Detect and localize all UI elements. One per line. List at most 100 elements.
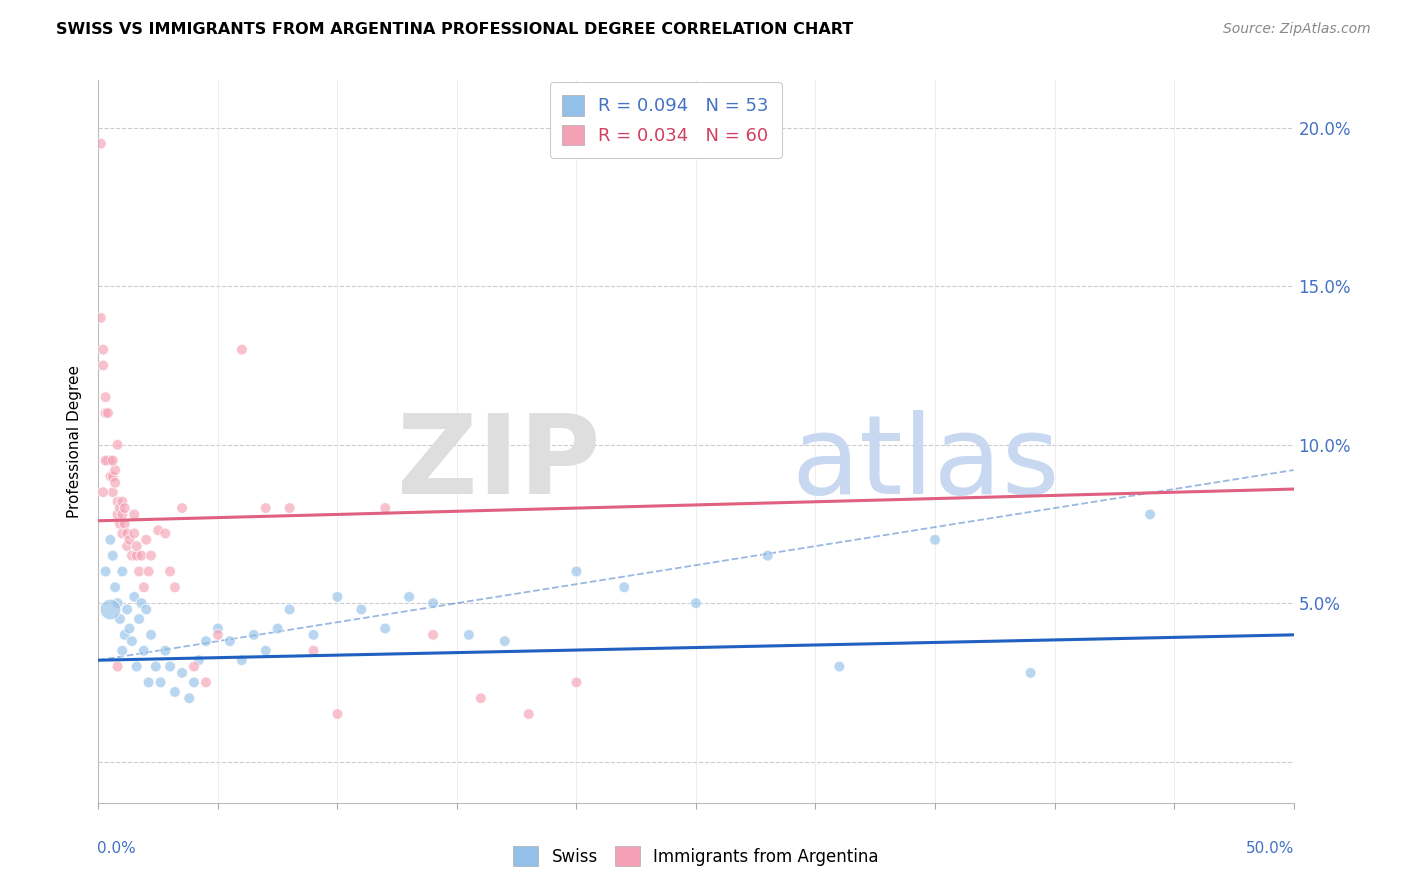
Point [135, 602, 157, 616]
Point [94, 565, 117, 579]
Point [267, 622, 290, 636]
Point [145, 659, 167, 673]
Point [107, 508, 129, 522]
Point [149, 675, 172, 690]
Point [98, 453, 122, 467]
Point [756, 549, 779, 563]
Point [828, 659, 851, 673]
Point [98, 533, 122, 547]
Point [90, 136, 112, 151]
Point [118, 622, 141, 636]
Point [107, 659, 129, 673]
Point [125, 659, 148, 673]
Point [159, 659, 181, 673]
Point [458, 628, 481, 642]
Point [115, 602, 138, 616]
Point [195, 634, 218, 648]
Point [90, 310, 112, 325]
Text: SWISS VS IMMIGRANTS FROM ARGENTINA PROFESSIONAL DEGREE CORRELATION CHART: SWISS VS IMMIGRANTS FROM ARGENTINA PROFE… [56, 22, 853, 37]
Point [398, 590, 420, 604]
Point [613, 580, 636, 594]
Point [115, 539, 138, 553]
Point [111, 494, 134, 508]
Point [148, 523, 170, 537]
Point [565, 565, 588, 579]
Point [1019, 665, 1042, 680]
Point [108, 501, 131, 516]
Point [97, 406, 120, 420]
Point [254, 501, 277, 516]
Point [97, 453, 120, 467]
Point [132, 643, 155, 657]
Point [179, 691, 201, 706]
Point [350, 602, 373, 616]
Point [91, 343, 114, 357]
Point [131, 596, 153, 610]
Text: atlas: atlas [792, 409, 1060, 516]
Point [278, 602, 301, 616]
Point [101, 485, 124, 500]
Point [104, 475, 127, 490]
Legend: Swiss, Immigrants from Argentina: Swiss, Immigrants from Argentina [505, 838, 887, 874]
Point [565, 675, 588, 690]
Point [107, 596, 129, 610]
Point [135, 533, 157, 547]
Point [231, 653, 253, 667]
Point [172, 501, 194, 516]
Point [124, 508, 146, 522]
Point [107, 438, 129, 452]
Point [132, 580, 155, 594]
Point [422, 596, 444, 610]
Point [104, 580, 127, 594]
Point [114, 516, 136, 531]
Point [124, 590, 146, 604]
Point [138, 675, 160, 690]
Point [91, 359, 114, 373]
Text: Source: ZipAtlas.com: Source: ZipAtlas.com [1223, 22, 1371, 37]
Point [98, 602, 122, 616]
Point [374, 622, 396, 636]
Point [128, 612, 150, 626]
Point [155, 526, 177, 541]
Point [254, 643, 277, 657]
Point [302, 628, 325, 642]
Point [111, 643, 134, 657]
Point [278, 501, 301, 516]
Point [195, 675, 218, 690]
Point [121, 549, 143, 563]
Point [98, 469, 122, 483]
Point [91, 485, 114, 500]
Point [125, 539, 148, 553]
Point [517, 707, 540, 722]
Point [302, 643, 325, 657]
Point [94, 406, 117, 420]
Point [470, 691, 492, 706]
Point [326, 707, 349, 722]
Point [94, 390, 117, 404]
Point [115, 526, 138, 541]
Y-axis label: Professional Degree: Professional Degree [67, 365, 83, 518]
Point [163, 580, 186, 594]
Point [183, 675, 205, 690]
Text: 50.0%: 50.0% [1246, 841, 1295, 856]
Point [128, 565, 150, 579]
Point [231, 343, 253, 357]
Point [207, 628, 229, 642]
Point [125, 549, 148, 563]
Point [111, 526, 134, 541]
Point [94, 453, 117, 467]
Point [101, 453, 124, 467]
Point [138, 565, 160, 579]
Point [159, 565, 181, 579]
Point [243, 628, 266, 642]
Point [131, 549, 153, 563]
Point [121, 634, 143, 648]
Point [422, 628, 444, 642]
Point [101, 549, 124, 563]
Point [114, 628, 136, 642]
Point [108, 612, 131, 626]
Point [111, 508, 134, 522]
Text: 0.0%: 0.0% [97, 841, 136, 856]
Point [155, 643, 177, 657]
Point [104, 463, 127, 477]
